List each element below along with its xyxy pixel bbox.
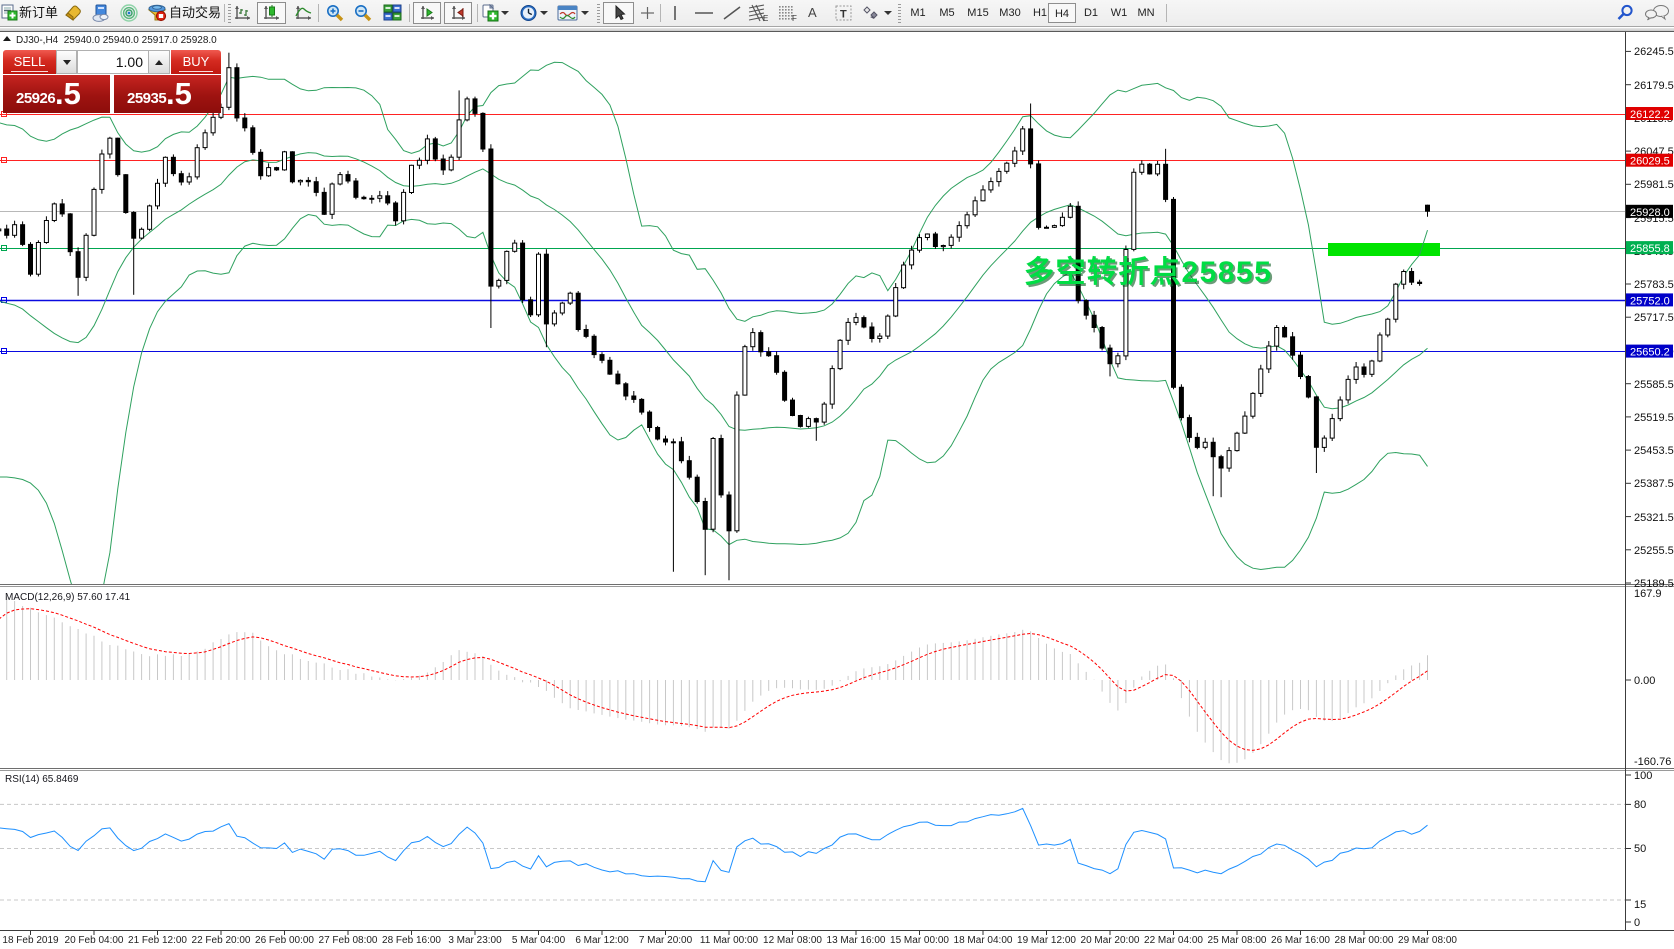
svg-text:13 Mar 16:00: 13 Mar 16:00 [827, 935, 886, 946]
svg-text:7 Mar 20:00: 7 Mar 20:00 [639, 935, 693, 946]
svg-text:25928.0: 25928.0 [1630, 207, 1670, 219]
svg-text:25255.5: 25255.5 [1634, 545, 1674, 557]
svg-text:26179.5: 26179.5 [1634, 80, 1674, 92]
svg-text:20 Mar 20:00: 20 Mar 20:00 [1081, 935, 1140, 946]
svg-text:25783.5: 25783.5 [1634, 279, 1674, 291]
svg-text:25650.2: 25650.2 [1630, 347, 1670, 359]
svg-text:19 Mar 12:00: 19 Mar 12:00 [1017, 935, 1076, 946]
svg-text:RSI(14) 65.8469: RSI(14) 65.8469 [5, 774, 79, 785]
svg-text:20 Feb 04:00: 20 Feb 04:00 [65, 935, 124, 946]
svg-text:29 Mar 08:00: 29 Mar 08:00 [1398, 935, 1457, 946]
svg-text:25981.5: 25981.5 [1634, 179, 1674, 191]
svg-text:F: F [792, 14, 797, 22]
svg-text:26122.2: 26122.2 [1630, 109, 1670, 121]
svg-text:25519.5: 25519.5 [1634, 412, 1674, 424]
svg-text:0.00: 0.00 [1634, 675, 1655, 687]
svg-text:0: 0 [1634, 917, 1640, 929]
svg-text:11 Mar 00:00: 11 Mar 00:00 [700, 935, 759, 946]
svg-text:15 Mar 00:00: 15 Mar 00:00 [890, 935, 949, 946]
svg-text:26029.5: 26029.5 [1630, 156, 1670, 168]
svg-text:22 Feb 20:00: 22 Feb 20:00 [192, 935, 251, 946]
svg-text:18 Mar 04:00: 18 Mar 04:00 [954, 935, 1013, 946]
svg-text:25321.5: 25321.5 [1634, 512, 1674, 524]
svg-text:25453.5: 25453.5 [1634, 445, 1674, 457]
svg-text:25387.5: 25387.5 [1634, 478, 1674, 490]
svg-text:6 Mar 12:00: 6 Mar 12:00 [575, 935, 629, 946]
svg-text:26 Mar 16:00: 26 Mar 16:00 [1271, 935, 1330, 946]
svg-text:22 Mar 04:00: 22 Mar 04:00 [1144, 935, 1203, 946]
svg-text:E: E [763, 14, 768, 22]
svg-text:-160.76: -160.76 [1634, 756, 1671, 768]
svg-text:50: 50 [1634, 843, 1646, 855]
svg-text:28 Feb 16:00: 28 Feb 16:00 [382, 935, 441, 946]
svg-text:28 Mar 00:00: 28 Mar 00:00 [1335, 935, 1394, 946]
svg-text:167.9: 167.9 [1634, 588, 1662, 600]
svg-text:25855.8: 25855.8 [1630, 243, 1670, 255]
svg-text:25585.5: 25585.5 [1634, 379, 1674, 391]
svg-text:15: 15 [1634, 899, 1646, 911]
svg-text:80: 80 [1634, 799, 1646, 811]
svg-text:3 Mar 23:00: 3 Mar 23:00 [448, 935, 502, 946]
svg-text:18 Feb 2019: 18 Feb 2019 [2, 935, 59, 946]
svg-text:25 Mar 08:00: 25 Mar 08:00 [1208, 935, 1267, 946]
svg-text:26245.5: 26245.5 [1634, 46, 1674, 58]
svg-text:25189.5: 25189.5 [1634, 578, 1674, 590]
svg-text:21 Feb 12:00: 21 Feb 12:00 [128, 935, 187, 946]
svg-text:26 Feb 00:00: 26 Feb 00:00 [255, 935, 314, 946]
svg-text:MACD(12,26,9) 57.60 17.41: MACD(12,26,9) 57.60 17.41 [5, 592, 131, 603]
svg-text:12 Mar 08:00: 12 Mar 08:00 [763, 935, 822, 946]
svg-text:T: T [840, 9, 847, 21]
svg-text:多空转折点25855: 多空转折点25855 [1024, 256, 1272, 289]
svg-text:多空转折点25855: 多空转折点25855 [1026, 258, 1274, 291]
svg-text:25717.5: 25717.5 [1634, 312, 1674, 324]
svg-text:25752.0: 25752.0 [1630, 295, 1670, 307]
svg-text:5 Mar 04:00: 5 Mar 04:00 [512, 935, 566, 946]
svg-text:DJ30-,H4 25940.0 25940.0 2591: DJ30-,H4 25940.0 25940.0 25917.0 25928.0 [16, 35, 217, 46]
svg-text:27 Feb 08:00: 27 Feb 08:00 [319, 935, 378, 946]
svg-text:100: 100 [1634, 770, 1652, 782]
